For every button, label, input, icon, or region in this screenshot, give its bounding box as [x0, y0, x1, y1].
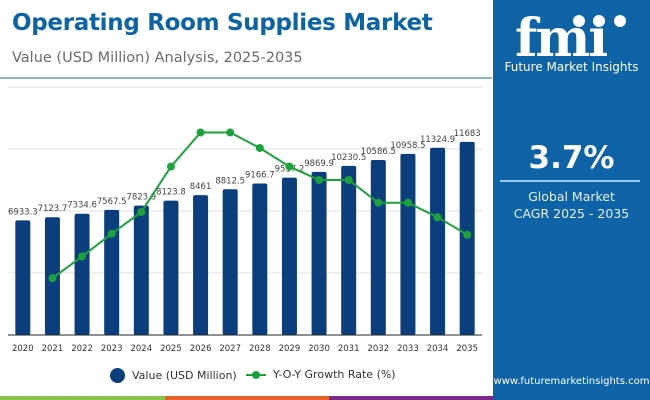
sidebar-panel: fmi Future Market Insights 3.7% Global M… — [493, 0, 650, 400]
cagr-value: 3.7% — [528, 140, 615, 176]
legend-label-growth: Y-O-Y Growth Rate (%) — [273, 368, 396, 381]
legend-item-growth: Y-O-Y Growth Rate (%) — [245, 368, 396, 381]
bar — [163, 200, 179, 335]
x-tick-label: 2035 — [456, 344, 478, 354]
x-tick-label: 2031 — [338, 344, 360, 354]
bar — [341, 165, 357, 335]
x-tick-label: 2032 — [367, 344, 389, 354]
growth-point — [433, 213, 442, 222]
bar-data-label: 11324.9 — [420, 135, 455, 145]
x-tick-label: 2026 — [190, 344, 212, 354]
growth-point — [374, 198, 383, 207]
bar-data-label: 11683 — [454, 129, 481, 139]
globe-icon-asia — [614, 15, 626, 27]
chart-title: Operating Room Supplies Market — [12, 10, 433, 36]
growth-point — [463, 230, 472, 239]
x-tick-label: 2034 — [427, 344, 449, 354]
growth-point — [315, 176, 324, 184]
bar-data-label: 7567.5 — [97, 197, 127, 207]
bar-data-label: 10586.5 — [361, 147, 396, 157]
x-tick-label: 2024 — [130, 344, 152, 354]
chart-subtitle: Value (USD Million) Analysis, 2025-2035 — [12, 50, 303, 66]
x-tick-label: 2025 — [160, 344, 182, 354]
x-tick-label: 2023 — [101, 344, 123, 354]
bar-data-label: 8123.8 — [156, 188, 186, 198]
growth-point — [403, 198, 412, 207]
bottom-bar-green — [0, 396, 165, 400]
chart-area: 6933.3 2020 7123.7 2021 7334.6 2022 7567.5 2023… — [8, 86, 482, 354]
cagr-label-line2: CAGR 2025 - 2035 — [513, 206, 630, 221]
bar — [252, 183, 268, 335]
bar — [430, 147, 446, 335]
bottom-bar-purple — [329, 396, 493, 400]
cagr-label: Global Market CAGR 2025 - 2035 — [493, 188, 650, 222]
cagr-divider — [500, 180, 640, 182]
x-tick-label: 2029 — [279, 344, 301, 354]
bar — [311, 171, 327, 335]
legend-bar-swatch — [110, 368, 125, 383]
growth-point — [78, 252, 87, 261]
website-link[interactable]: www.futuremarketinsights.com — [493, 376, 650, 387]
bar-data-label: 7823.9 — [126, 193, 156, 203]
bar — [104, 209, 120, 335]
growth-point — [48, 274, 57, 283]
bar — [400, 153, 416, 335]
bar — [281, 177, 297, 335]
x-tick-label: 2030 — [308, 344, 330, 354]
growth-point — [166, 162, 175, 171]
bar — [193, 195, 209, 335]
bar — [74, 213, 90, 335]
logo-text: fmi — [515, 8, 607, 62]
title-divider — [0, 77, 492, 79]
bar-data-label: 7123.7 — [38, 204, 68, 214]
bar-data-label: 8812.5 — [215, 176, 245, 186]
bottom-bar-orange — [165, 396, 329, 400]
bar-data-label: 10230.5 — [331, 153, 366, 163]
legend-label-value: Value (USD Million) — [132, 369, 237, 382]
logo-subtitle: Future Market Insights — [504, 60, 639, 74]
growth-point — [137, 208, 146, 217]
bar-data-label: 6933.3 — [8, 207, 38, 217]
globe-icon-americas — [573, 15, 585, 27]
legend-item-value: Value (USD Million) — [110, 368, 237, 383]
growth-point — [285, 162, 294, 171]
bar — [222, 189, 238, 335]
bar-data-label: 9869.9 — [304, 159, 334, 169]
growth-point — [255, 143, 264, 152]
legend-line-swatch — [246, 370, 266, 379]
growth-point — [344, 176, 353, 184]
bar-data-label: 7334.6 — [67, 201, 97, 211]
bar-data-label: 8461 — [190, 182, 212, 192]
fmi-logo: fmi — [515, 8, 626, 62]
x-tick-label: 2021 — [42, 344, 64, 354]
cagr-label-line1: Global Market — [528, 189, 615, 204]
bar — [15, 220, 31, 335]
growth-point — [107, 229, 116, 238]
x-tick-label: 2028 — [249, 344, 271, 354]
growth-point — [226, 128, 235, 137]
x-tick-label: 2027 — [219, 344, 241, 354]
bar-data-label: 9166.7 — [245, 170, 275, 180]
bar — [133, 205, 149, 335]
bar — [370, 159, 386, 335]
x-tick-label: 2020 — [12, 344, 34, 354]
growth-point — [196, 128, 205, 137]
x-tick-label: 2022 — [71, 344, 93, 354]
x-tick-label: 2033 — [397, 344, 419, 354]
bar-data-label: 10958.5 — [390, 141, 425, 151]
globe-icon-europe — [593, 15, 605, 27]
